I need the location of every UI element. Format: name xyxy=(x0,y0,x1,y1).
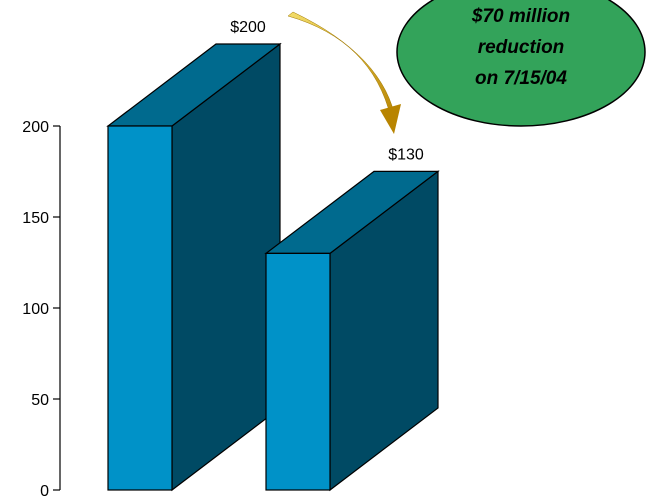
y-tick-label: 50 xyxy=(31,392,49,409)
bar-front-face xyxy=(265,252,331,491)
bar-1 xyxy=(106,42,282,492)
bars xyxy=(106,42,440,492)
callout-line-3: on 7/15/04 xyxy=(475,68,567,89)
bar-value-label: $200 xyxy=(230,19,266,36)
y-tick-label: 100 xyxy=(22,301,49,318)
bar-front-face xyxy=(107,125,173,491)
bar-value-label: $130 xyxy=(388,146,424,163)
y-ticks: 0 50 100 150 200 xyxy=(22,119,60,498)
y-axis: 0 50 100 150 200 xyxy=(22,119,61,498)
callout-ellipse xyxy=(396,0,646,127)
callout-line-2: reduction xyxy=(478,37,565,58)
y-tick-label: 150 xyxy=(22,210,49,227)
callout-line-1: $70 million xyxy=(471,6,570,27)
reduction-arrowhead xyxy=(380,104,401,134)
data-labels: $200 $130 xyxy=(230,19,424,163)
reduction-arrow xyxy=(287,11,397,123)
y-tick-label: 0 xyxy=(40,483,49,498)
callout: $70 million reduction on 7/15/04 xyxy=(396,0,646,127)
bar-2 xyxy=(264,170,440,492)
y-tick-label: 200 xyxy=(22,119,49,136)
